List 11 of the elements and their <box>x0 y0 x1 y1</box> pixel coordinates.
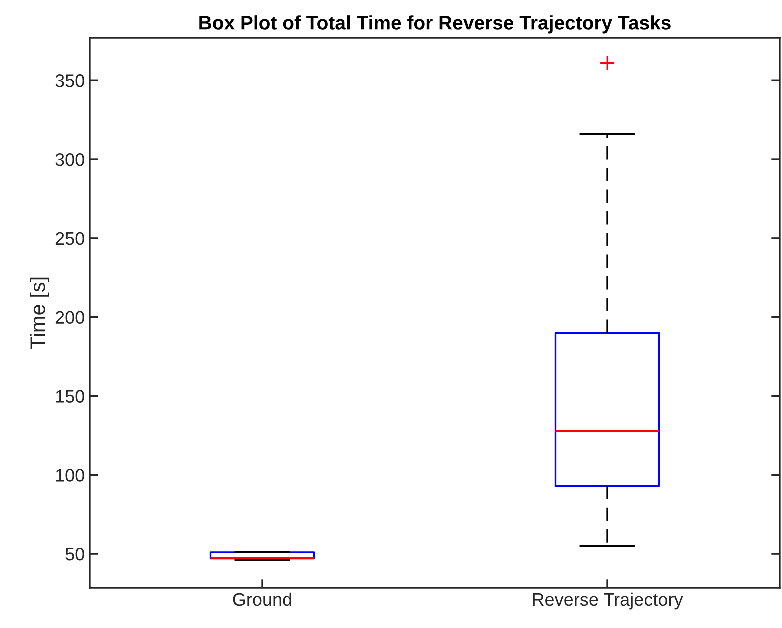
y-tick-label: 50 <box>66 548 84 561</box>
y-tick-label: 300 <box>56 153 84 166</box>
chart-title: Box Plot of Total Time for Reverse Trajectory Tasks <box>200 16 671 34</box>
y-axis-title: Time [s] <box>30 278 50 350</box>
y-tick-label: 350 <box>56 74 84 88</box>
y-tick-label: 150 <box>56 390 84 403</box>
x-tick-label: Reverse Trajectory <box>533 592 684 610</box>
x-tick-label: Ground <box>233 592 292 606</box>
y-tick-label: 100 <box>56 469 84 482</box>
y-tick-label: 250 <box>56 232 84 246</box>
y-tick-label: 200 <box>56 311 84 324</box>
